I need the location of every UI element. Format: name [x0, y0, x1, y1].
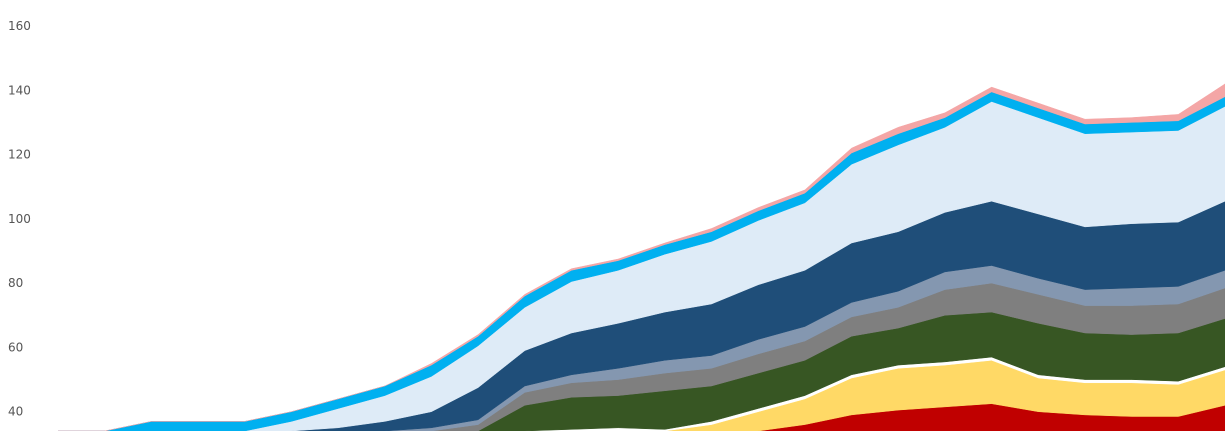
series-area-3: [58, 360, 1225, 431]
series-area-5: [58, 311, 1225, 431]
y-tick-label-80: 80: [8, 276, 23, 290]
series-area-2: [58, 403, 1225, 431]
y-tick-label-60: 60: [8, 340, 23, 354]
y-tick-label-160: 160: [8, 19, 31, 33]
y-axis: 160 140 120 100 80 60 40: [8, 19, 31, 419]
y-tick-label-40: 40: [8, 405, 23, 419]
y-tick-label-100: 100: [8, 212, 31, 226]
y-tick-label-120: 120: [8, 148, 31, 162]
series-areas: [58, 83, 1225, 431]
series-area-11: [58, 83, 1225, 431]
y-tick-label-140: 140: [8, 83, 31, 97]
